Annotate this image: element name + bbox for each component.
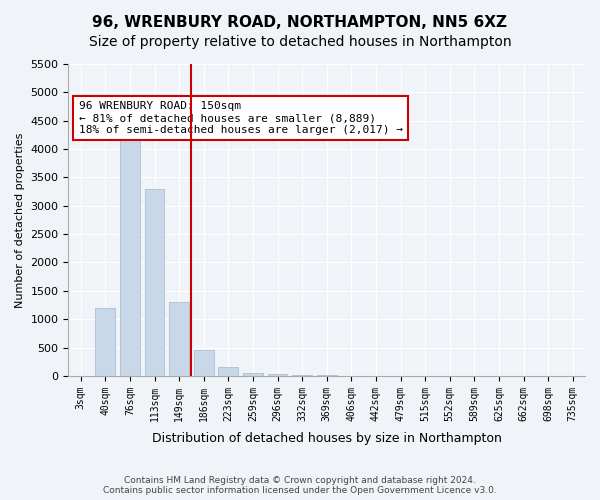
Bar xyxy=(169,302,189,376)
Bar xyxy=(243,372,263,376)
X-axis label: Distribution of detached houses by size in Northampton: Distribution of detached houses by size … xyxy=(152,432,502,445)
Text: Contains HM Land Registry data © Crown copyright and database right 2024.
Contai: Contains HM Land Registry data © Crown c… xyxy=(103,476,497,495)
Bar xyxy=(292,375,312,376)
Bar xyxy=(145,189,164,376)
Y-axis label: Number of detached properties: Number of detached properties xyxy=(15,132,25,308)
Bar xyxy=(120,132,140,376)
Text: Size of property relative to detached houses in Northampton: Size of property relative to detached ho… xyxy=(89,35,511,49)
Text: 96 WRENBURY ROAD: 150sqm
← 81% of detached houses are smaller (8,889)
18% of sem: 96 WRENBURY ROAD: 150sqm ← 81% of detach… xyxy=(79,102,403,134)
Bar xyxy=(268,374,287,376)
Text: 96, WRENBURY ROAD, NORTHAMPTON, NN5 6XZ: 96, WRENBURY ROAD, NORTHAMPTON, NN5 6XZ xyxy=(92,15,508,30)
Bar xyxy=(218,368,238,376)
Bar xyxy=(194,350,214,376)
Bar xyxy=(95,308,115,376)
